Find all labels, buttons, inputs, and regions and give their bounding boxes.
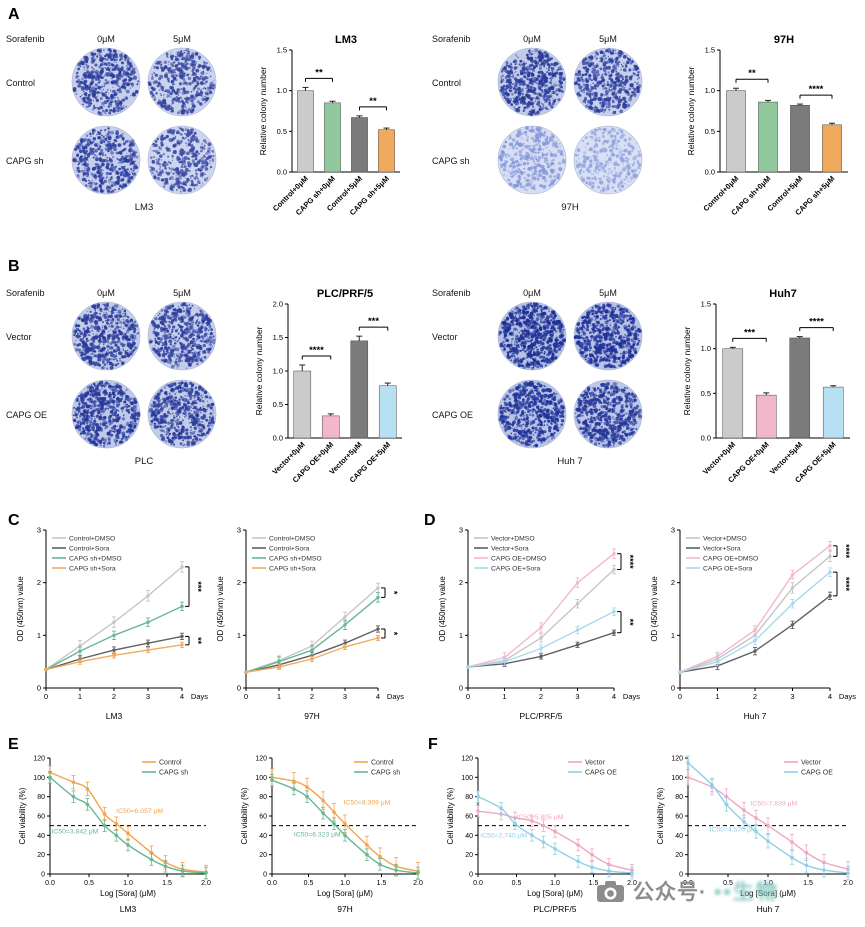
dose-label-0um: 0μM — [97, 288, 115, 298]
colony-plate — [71, 301, 141, 371]
colony-plate — [573, 125, 643, 195]
colony-assay-huh7: Sorafenib 0μM 5μM Vector CAPG OE Huh 7 — [432, 280, 676, 480]
row-label-control: Control — [432, 78, 462, 88]
panel-label-b: B — [8, 258, 20, 275]
cell-line-label: LM3 — [134, 202, 154, 213]
colony-plate — [573, 301, 643, 371]
panel-label-f: F — [428, 736, 438, 753]
dose-label-0um: 0μM — [523, 34, 541, 44]
sorafenib-label: Sorafenib — [6, 288, 45, 298]
dose-label-5um: 5μM — [173, 34, 191, 44]
cell-line-label: PLC — [134, 456, 154, 467]
row-label-vector: Vector — [432, 332, 458, 342]
panel-label-d: D — [424, 512, 436, 529]
colony-plate — [573, 379, 643, 449]
colony-assay-lm3: Sorafenib 0μM 5μM Control CAPG sh LM3 — [6, 26, 250, 226]
row-label-control: Control — [6, 78, 36, 88]
dose-label-5um: 5μM — [173, 288, 191, 298]
sorafenib-label: Sorafenib — [432, 288, 471, 298]
colony-plate — [147, 301, 217, 371]
row-label-vector: Vector — [6, 332, 32, 342]
dose-label-5um: 5μM — [599, 288, 617, 298]
dose-label-0um: 0μM — [523, 288, 541, 298]
colony-plate — [71, 47, 141, 117]
colony-plate — [71, 125, 141, 195]
cell-line-label: 97H — [561, 202, 579, 213]
colony-plate — [497, 125, 567, 195]
row-label-capg-sh: CAPG sh — [6, 156, 44, 166]
dose-label-0um: 0μM — [97, 34, 115, 44]
cell-line-label: Huh 7 — [557, 456, 583, 467]
row-label-capg-oe: CAPG OE — [432, 410, 474, 420]
colony-plate — [147, 379, 217, 449]
colony-assay-97h: Sorafenib 0μM 5μM Control CAPG sh 97H — [432, 26, 676, 226]
panel-label-a: A — [8, 6, 20, 23]
colony-plate — [497, 301, 567, 371]
sorafenib-label: Sorafenib — [432, 34, 471, 44]
colony-plate — [497, 47, 567, 117]
panel-label-e: E — [8, 736, 19, 753]
panel-label-c: C — [8, 512, 20, 529]
colony-assay-plc: Sorafenib 0μM 5μM Vector CAPG OE PLC — [6, 280, 250, 480]
colony-plate — [497, 379, 567, 449]
colony-plate — [573, 47, 643, 117]
colony-plate — [147, 47, 217, 117]
row-label-capg-sh: CAPG sh — [432, 156, 470, 166]
dose-label-5um: 5μM — [599, 34, 617, 44]
row-label-capg-oe: CAPG OE — [6, 410, 48, 420]
sorafenib-label: Sorafenib — [6, 34, 45, 44]
colony-plate — [71, 379, 141, 449]
colony-plate — [147, 125, 217, 195]
